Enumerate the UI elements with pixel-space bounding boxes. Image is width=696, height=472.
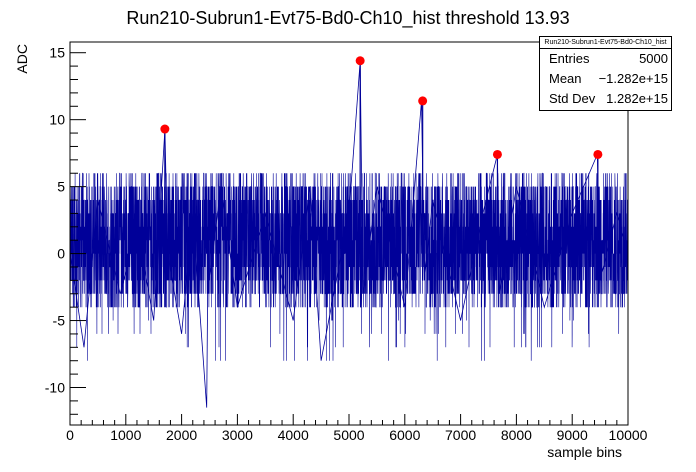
stats-row-stddev: Std Dev 1.282e+15 [540, 89, 671, 109]
y-tick-label: 15 [49, 45, 65, 61]
y-tick-label: 0 [57, 246, 65, 262]
stats-row-mean: Mean −1.282e+15 [540, 69, 671, 89]
x-axis-label: sample bins [547, 444, 622, 460]
x-tick-label: 4000 [278, 427, 309, 443]
axes: 0 1000 2000 3000 4000 5000 6000 7000 8000 9000 100… [45, 45, 648, 443]
peak-marker [418, 96, 428, 106]
x-tick-label: 10000 [609, 427, 648, 443]
noise-waveform [69, 172, 629, 361]
x-tick-label: 5000 [333, 427, 364, 443]
stats-mean-label: Mean [549, 71, 582, 86]
x-tick-label: 6000 [389, 427, 420, 443]
stats-box: Run210-Subrun1-Evt75-Bd0-Ch10_hist Entri… [539, 36, 672, 111]
peak-marker [355, 56, 365, 66]
stats-stddev-value: 1.282e+15 [606, 91, 668, 106]
y-tick-label: -10 [45, 380, 65, 396]
peak-marker [593, 149, 603, 159]
peak-marker [160, 124, 170, 134]
x-tick-label: 3000 [222, 427, 253, 443]
x-tick-label: 1000 [110, 427, 141, 443]
plot-area [69, 56, 629, 408]
stats-entries-label: Entries [549, 51, 590, 66]
y-tick-label: -5 [53, 313, 66, 329]
x-tick-label: 8000 [501, 427, 532, 443]
x-tick-label: 2000 [166, 427, 197, 443]
stats-row-entries: Entries 5000 [540, 49, 671, 69]
peak-marker [492, 149, 502, 159]
x-tick-label: 9000 [557, 427, 588, 443]
stats-mean-value: −1.282e+15 [598, 71, 668, 86]
stats-title: Run210-Subrun1-Evt75-Bd0-Ch10_hist [540, 37, 671, 49]
x-tick-label: 7000 [445, 427, 476, 443]
y-axis-label: ADC [14, 44, 30, 74]
stats-stddev-label: Std Dev [549, 91, 596, 106]
chart-title: Run210-Subrun1-Evt75-Bd0-Ch10_hist thres… [126, 8, 569, 29]
stats-entries-value: 5000 [639, 51, 668, 66]
y-tick-label: 5 [57, 179, 65, 195]
x-tick-label: 0 [66, 427, 74, 443]
y-tick-label: 10 [49, 112, 65, 128]
